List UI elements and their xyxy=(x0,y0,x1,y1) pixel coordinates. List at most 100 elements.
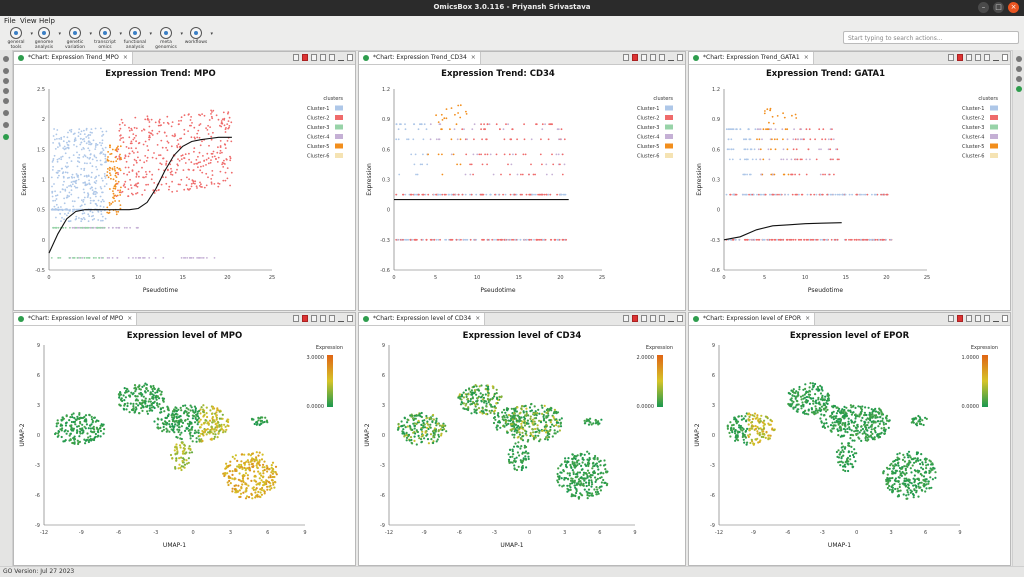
data-point xyxy=(60,257,62,259)
save-as-icon[interactable] xyxy=(659,54,665,61)
close-tab-icon[interactable]: × xyxy=(127,315,132,322)
close-icon[interactable]: × xyxy=(1008,2,1019,13)
maximize-view-icon[interactable] xyxy=(1002,315,1008,322)
print-icon[interactable] xyxy=(311,315,317,322)
print-icon[interactable] xyxy=(641,315,647,322)
save-icon[interactable] xyxy=(975,315,981,322)
minimize-view-icon[interactable] xyxy=(338,315,344,322)
export-image-icon[interactable] xyxy=(293,315,299,322)
view-icon[interactable] xyxy=(3,122,9,128)
chevron-down-icon[interactable]: ▾ xyxy=(58,31,61,37)
save-icon[interactable] xyxy=(650,54,656,61)
view-icon[interactable] xyxy=(3,68,9,74)
cell-point xyxy=(745,419,747,421)
save-as-icon[interactable] xyxy=(984,54,990,61)
save-as-icon[interactable] xyxy=(329,315,335,322)
cell-point xyxy=(99,427,101,429)
tab-expression-trend-gata1[interactable]: *Chart: Expression Trend_GATA1× xyxy=(689,52,814,64)
data-point xyxy=(68,195,70,197)
save-as-icon[interactable] xyxy=(984,315,990,322)
chart-view-icon[interactable] xyxy=(1016,86,1022,92)
cell-point xyxy=(409,425,411,427)
chart-view-icon[interactable] xyxy=(3,134,9,140)
minimize-icon[interactable]: – xyxy=(978,2,989,13)
view-icon[interactable] xyxy=(3,110,9,116)
view-icon[interactable] xyxy=(1016,56,1022,62)
search-actions-input[interactable]: Start typing to search actions... xyxy=(843,31,1019,44)
tab-expression-level-mpo[interactable]: *Chart: Expression level of MPO× xyxy=(14,313,137,325)
tab-expression-trend-cd34[interactable]: *Chart: Expression Trend_CD34× xyxy=(359,52,481,64)
cell-point xyxy=(91,416,93,418)
export-pdf-icon[interactable] xyxy=(302,54,308,61)
view-icon[interactable] xyxy=(1016,76,1022,82)
export-image-icon[interactable] xyxy=(623,315,629,322)
export-image-icon[interactable] xyxy=(948,315,954,322)
print-icon[interactable] xyxy=(311,54,317,61)
view-icon[interactable] xyxy=(3,88,9,94)
export-pdf-icon[interactable] xyxy=(632,315,638,322)
transcriptomics-button[interactable]: transcript omics▾ xyxy=(92,27,118,49)
menu-view[interactable]: View xyxy=(20,17,37,25)
cell-point xyxy=(72,430,74,432)
export-pdf-icon[interactable] xyxy=(302,315,308,322)
view-icon[interactable] xyxy=(1016,66,1022,72)
close-tab-icon[interactable]: × xyxy=(123,54,128,61)
functional-analysis-button[interactable]: functional analysis▾ xyxy=(122,27,148,49)
save-as-icon[interactable] xyxy=(329,54,335,61)
close-tab-icon[interactable]: × xyxy=(475,315,480,322)
chevron-down-icon[interactable]: ▾ xyxy=(210,31,213,37)
data-point xyxy=(187,188,189,190)
genetic-variation-button[interactable]: genetic variation▾ xyxy=(62,27,88,49)
minimize-view-icon[interactable] xyxy=(993,315,999,322)
data-point xyxy=(76,209,78,211)
genome-analysis-button[interactable]: genome analysis▾ xyxy=(31,27,57,49)
print-icon[interactable] xyxy=(641,54,647,61)
minimize-view-icon[interactable] xyxy=(668,315,674,322)
menu-file[interactable]: File xyxy=(4,17,16,25)
close-tab-icon[interactable]: × xyxy=(805,315,810,322)
maximize-icon[interactable]: □ xyxy=(993,2,1004,13)
data-point xyxy=(184,133,186,135)
maximize-view-icon[interactable] xyxy=(677,315,683,322)
y-tick-label: -6 xyxy=(380,493,385,499)
view-icon[interactable] xyxy=(3,78,9,84)
minimize-view-icon[interactable] xyxy=(668,54,674,61)
close-tab-icon[interactable]: × xyxy=(471,54,476,61)
save-icon[interactable] xyxy=(320,54,326,61)
maximize-view-icon[interactable] xyxy=(1002,54,1008,61)
view-icon[interactable] xyxy=(3,56,9,62)
data-point xyxy=(861,194,863,196)
print-icon[interactable] xyxy=(966,54,972,61)
tab-expression-level-epor[interactable]: *Chart: Expression level of EPOR× xyxy=(689,313,815,325)
maximize-view-icon[interactable] xyxy=(677,54,683,61)
save-icon[interactable] xyxy=(975,54,981,61)
export-image-icon[interactable] xyxy=(293,54,299,61)
cell-point xyxy=(871,424,873,426)
save-as-icon[interactable] xyxy=(659,315,665,322)
tab-expression-trend-mpo[interactable]: *Chart: Expression Trend_MPO× xyxy=(14,52,133,64)
workflows-button[interactable]: workflows▾ xyxy=(183,27,209,49)
metagenomics-button[interactable]: meta genomics▾ xyxy=(153,27,179,49)
save-icon[interactable] xyxy=(320,315,326,322)
maximize-view-icon[interactable] xyxy=(347,54,353,61)
data-point xyxy=(208,145,210,147)
data-point xyxy=(736,128,738,130)
tab-expression-level-cd34[interactable]: *Chart: Expression level of CD34× xyxy=(359,313,485,325)
export-pdf-icon[interactable] xyxy=(957,54,963,61)
close-tab-icon[interactable]: × xyxy=(804,54,809,61)
minimize-view-icon[interactable] xyxy=(338,54,344,61)
export-pdf-icon[interactable] xyxy=(957,315,963,322)
menu-help[interactable]: Help xyxy=(39,17,55,25)
save-icon[interactable] xyxy=(650,315,656,322)
export-image-icon[interactable] xyxy=(948,54,954,61)
chevron-down-icon[interactable]: ▾ xyxy=(149,31,152,37)
maximize-view-icon[interactable] xyxy=(347,315,353,322)
export-pdf-icon[interactable] xyxy=(632,54,638,61)
x-axis-label: UMAP-1 xyxy=(163,542,186,549)
cell-point xyxy=(746,444,748,446)
export-image-icon[interactable] xyxy=(623,54,629,61)
minimize-view-icon[interactable] xyxy=(993,54,999,61)
view-icon[interactable] xyxy=(3,98,9,104)
general-tools-button[interactable]: general tools▾ xyxy=(3,27,29,49)
print-icon[interactable] xyxy=(966,315,972,322)
